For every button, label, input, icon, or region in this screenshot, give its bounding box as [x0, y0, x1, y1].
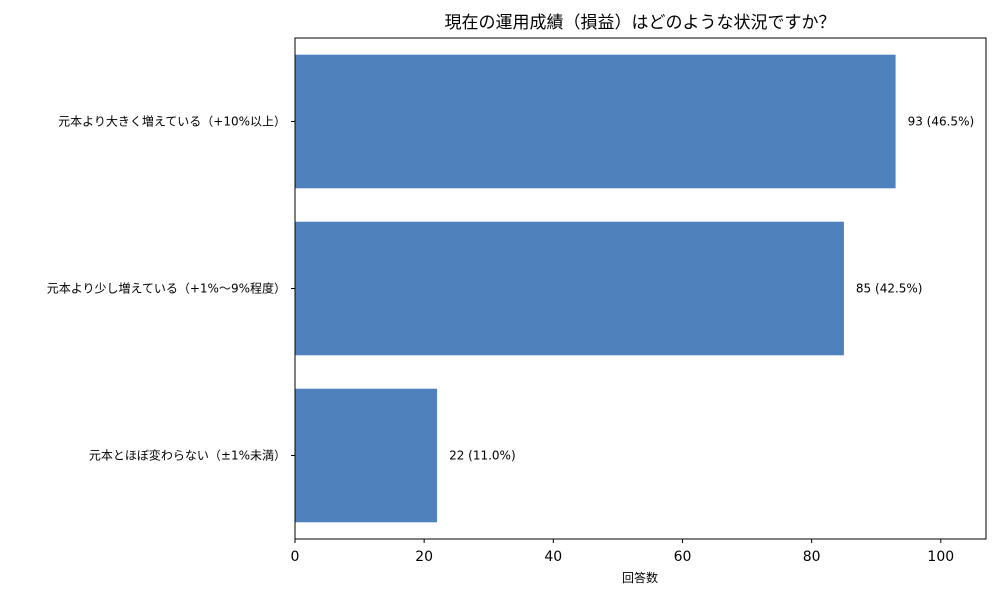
category-label: 元本より大きく増えている（+10%以上）	[58, 115, 286, 129]
x-tick-label: 20	[415, 549, 433, 565]
bars-group	[295, 54, 896, 523]
data-labels: 93 (46.5%) 85 (42.5%) 22 (11.0%)	[449, 115, 974, 463]
category-label: 元本より少し増えている（+1%〜9%程度）	[47, 281, 286, 296]
x-tick-label: 100	[927, 549, 954, 565]
x-tick-label: 60	[674, 549, 692, 565]
x-axis-ticks: 0 20 40 60 80 100	[291, 539, 954, 565]
category-label: 元本とほぼ変わらない（±1%未満）	[89, 448, 286, 463]
data-label: 85 (42.5%)	[856, 282, 923, 296]
plot-frame	[294, 37, 987, 540]
bar	[295, 221, 844, 356]
bar	[295, 388, 438, 523]
x-tick-label: 0	[291, 549, 300, 565]
data-label: 22 (11.0%)	[449, 449, 516, 463]
x-tick-label: 80	[803, 549, 821, 565]
category-labels: 元本より大きく増えている（+10%以上） 元本より少し増えている（+1%〜9%程度…	[47, 115, 295, 463]
data-label: 93 (46.5%)	[908, 115, 975, 129]
x-axis-label: 回答数	[622, 570, 658, 585]
chart-title: 現在の運用成績（損益）はどのような状況ですか？	[445, 13, 836, 33]
bar	[295, 54, 896, 189]
x-tick-label: 40	[544, 549, 562, 565]
